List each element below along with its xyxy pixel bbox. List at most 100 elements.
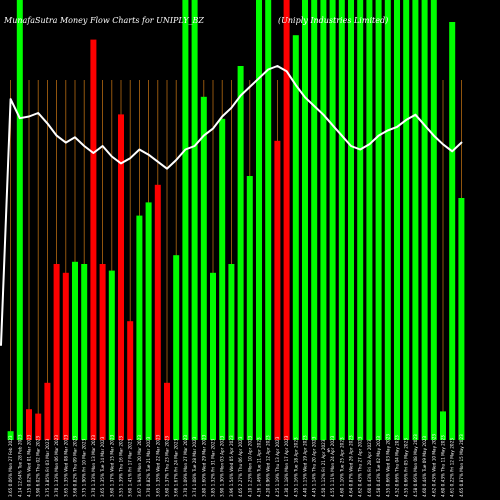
bar-green bbox=[403, 0, 410, 440]
tick-label: 4.45 1.14% Thu 20 Apr 2023 bbox=[312, 436, 317, 497]
tick-label: 4.55 1.11% Mon 24 Apr 2023 bbox=[330, 435, 335, 497]
bar-green bbox=[412, 0, 419, 440]
bar-red bbox=[26, 409, 32, 440]
tick-label: 4.58 0.43% Tue 02 May 2023 bbox=[376, 436, 381, 497]
tick-label: 4.61 0.22% Fri 12 May 2023 bbox=[450, 438, 455, 497]
bar-green bbox=[348, 0, 354, 440]
tick-label: 4.50 1.12% Fri 21 Apr 2023 bbox=[321, 439, 326, 497]
bar-green bbox=[320, 0, 327, 440]
bar-green bbox=[311, 0, 318, 440]
tick-label: 3.70 0.82% Tue 21 Mar 2023 bbox=[146, 436, 151, 497]
tick-label: 3.68 0.82% Thu 09 Mar 2023 bbox=[73, 436, 78, 497]
bar-green bbox=[182, 0, 189, 440]
company-name: (Uniply Industries Limited) bbox=[278, 16, 388, 25]
bars bbox=[7, 0, 465, 441]
tick-label: 3.60 1.37% Wed 15 Mar 2023 bbox=[109, 434, 114, 497]
bar-green bbox=[108, 270, 115, 440]
bar-green bbox=[292, 35, 299, 440]
bar-green bbox=[7, 431, 14, 440]
tick-label: 4.55 0.66% Wed 03 May 2023 bbox=[385, 434, 390, 497]
tick-label: 3.65 1.35% Tue 14 Mar 2023 bbox=[100, 436, 105, 497]
bar-green bbox=[375, 0, 382, 440]
tick-label: 4.14 12.64% Tue 28 Feb 2023 bbox=[17, 434, 22, 497]
tick-label: 3.70 1.33% Mon 06 Mar 2023 bbox=[54, 435, 59, 497]
tick-label: 3.75 1.90% Fri 10 Mar 2023 bbox=[82, 439, 87, 497]
tick-label: 3.67 1.94% Mon 20 Mar 2023 bbox=[137, 435, 142, 497]
tick-label: 4.60 0.43% Fri 28 Apr 2023 bbox=[367, 439, 372, 497]
tick-label: 3.90 1.30% Mon 03 Apr 2023 bbox=[220, 435, 225, 497]
bar-green bbox=[191, 0, 198, 440]
bar-green bbox=[210, 272, 216, 440]
tick-label: 4.40 1.15% Wed 19 Apr 2023 bbox=[303, 435, 308, 497]
bar-green bbox=[440, 411, 446, 440]
tick-label: 3.90 6.02% Thu 02 Mar 2023 bbox=[36, 436, 41, 497]
tick-label: 3.60 1.41% Fri 17 Mar 2023 bbox=[128, 439, 133, 497]
chart-title: MunafaSutra Money Flow Charts for UNIPLY… bbox=[3, 16, 204, 25]
tick-label: 4.15 0.02% Wed 01 Mar 2023 bbox=[27, 434, 32, 497]
bar-red bbox=[90, 39, 97, 440]
tick-label: 3.65 0.06% Mon 27 Feb 2023 bbox=[8, 435, 13, 497]
bar-green bbox=[81, 264, 88, 440]
bar-green bbox=[329, 0, 336, 440]
bar-green bbox=[246, 176, 253, 440]
bar-green bbox=[357, 0, 364, 440]
tick-label: 4.60 0.44% Tue 09 May 2023 bbox=[422, 436, 427, 497]
tick-label: 4.55 0.66% Fri 05 May 2023 bbox=[404, 438, 409, 497]
money-flow-line bbox=[0, 65, 463, 346]
tick-label: 4.58 0.66% Mon 08 May 2023 bbox=[413, 434, 418, 497]
marker-label: $ bbox=[327, 448, 330, 454]
bar-red bbox=[127, 321, 134, 440]
bar-red bbox=[62, 272, 69, 440]
tick-label: 3.75 3.85% Fri 03 Mar 2023 bbox=[45, 439, 50, 497]
bar-green bbox=[265, 0, 272, 440]
bar-green bbox=[394, 0, 400, 440]
bar-green bbox=[384, 0, 391, 440]
tick-label: 4.05 2.27% Thu 06 Apr 2023 bbox=[238, 436, 243, 497]
bar-red bbox=[283, 0, 290, 440]
bar-green bbox=[72, 261, 78, 440]
bar-green bbox=[256, 0, 262, 440]
bar-green bbox=[366, 0, 373, 440]
tick-label: 3.60 1.37% Thu 23 Mar 2023 bbox=[165, 436, 170, 497]
tick-label: 3.70 1.09% Mon 27 Mar 2023 bbox=[183, 435, 188, 497]
tick-label: 4.60 0.43% Thu 11 May 2023 bbox=[441, 435, 446, 497]
bar-red bbox=[118, 114, 124, 441]
tick-label: 4.64 0.87% Wed 26 Apr 2023 bbox=[349, 435, 354, 497]
bar-green bbox=[458, 198, 465, 440]
tick-label: 3.55 1.39% Thu 16 Mar 2023 bbox=[119, 436, 124, 497]
tick-label: 4.62 0.43% Wed 10 May 2023 bbox=[431, 434, 436, 497]
tick-label: 3.70 1.33% Mon 13 Mar 2023 bbox=[91, 435, 96, 497]
bar-green bbox=[219, 118, 226, 441]
tick-label: 4.60 1.10% Tue 25 Apr 2023 bbox=[339, 437, 344, 497]
bar-red bbox=[154, 184, 161, 440]
bar-red bbox=[53, 264, 60, 440]
bar-green bbox=[302, 0, 308, 440]
bar-red bbox=[35, 413, 42, 440]
tick-label: 4.65 0.87% Mon 15 May 2023 bbox=[459, 434, 464, 497]
bar-green bbox=[136, 215, 143, 440]
bar-red bbox=[99, 264, 106, 440]
bar-green bbox=[237, 66, 244, 440]
tick-label: 4.16 1.46% Tue 11 Apr 2023 bbox=[257, 437, 262, 497]
tick-label: 3.80 1.60% Wed 29 Mar 2023 bbox=[201, 434, 206, 497]
bar-green bbox=[430, 0, 437, 440]
tick-label: 4.62 0.43% Thu 27 Apr 2023 bbox=[358, 436, 363, 497]
bar-red bbox=[274, 140, 281, 441]
tick-label: 3.96 1.54% Wed 05 Apr 2023 bbox=[229, 435, 234, 497]
bar-green bbox=[338, 0, 345, 440]
tick-label: 3.85 1.32% Fri 31 Mar 2023 bbox=[211, 439, 216, 497]
bar-red bbox=[44, 382, 51, 440]
bar-green bbox=[449, 22, 456, 440]
tick-label: 3.66 1.67% Fri 24 Mar 2023 bbox=[174, 439, 179, 497]
bar-red bbox=[164, 382, 170, 440]
x-axis-tick-labels: 3.65 0.06% Mon 27 Feb 2023 4.14 12.64% Tu… bbox=[8, 434, 464, 497]
bar-green bbox=[145, 202, 152, 440]
tick-label: 4.52 0.66% Thu 04 May 2023 bbox=[395, 435, 400, 497]
tick-label: 4.10 1.23% Mon 10 Apr 2023 bbox=[247, 435, 252, 497]
bar-green bbox=[228, 264, 235, 440]
tick-label: 4.35 1.16% Tue 18 Apr 2023 bbox=[293, 437, 298, 497]
bar-green bbox=[421, 0, 428, 440]
tick-label: 4.20 0.96% Wed 12 Apr 2023 bbox=[266, 435, 271, 497]
bar-green bbox=[16, 0, 23, 440]
